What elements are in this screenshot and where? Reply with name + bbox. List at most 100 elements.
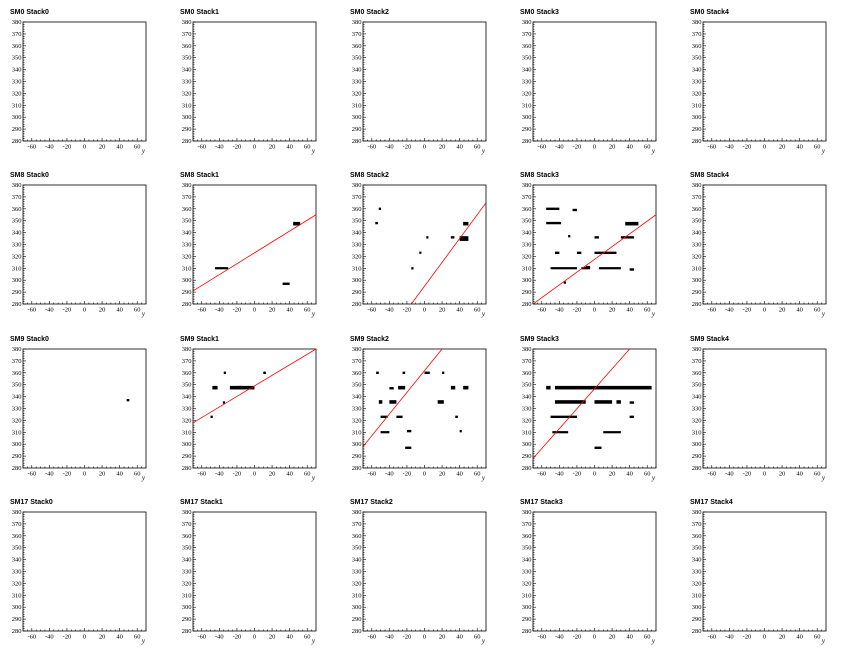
pad-r0-c1: SM0 Stack1 280 290 300 310 320 330 340 350 360 370… (180, 9, 317, 155)
y-tick-label: 370 (522, 521, 532, 528)
hit-cluster (581, 267, 591, 270)
y-tick-label: 370 (182, 358, 192, 365)
x-tick-label: 0 (83, 307, 86, 314)
y-tick-label: 380 (522, 509, 532, 516)
y-tick-label: 310 (12, 102, 22, 109)
y-tick-label: 330 (692, 79, 702, 86)
y-tick-label: 380 (12, 19, 22, 26)
hit-cluster (463, 221, 469, 226)
x-axis-label: y (311, 310, 316, 318)
x-tick-label: 60 (814, 634, 821, 641)
hit-cluster (546, 221, 562, 225)
x-tick-label: 60 (304, 307, 311, 314)
y-tick-label: 280 (182, 138, 192, 145)
x-tick-label: 20 (269, 307, 276, 314)
hit-cluster (405, 446, 412, 449)
y-tick-label: 370 (352, 521, 362, 528)
y-tick-label: 320 (522, 90, 532, 97)
x-tick-label: 0 (423, 634, 426, 641)
pad-title: SM17 Stack1 (180, 499, 223, 506)
y-tick-label: 350 (522, 218, 532, 225)
x-tick-label: 0 (763, 307, 766, 314)
y-tick-label: 340 (352, 230, 362, 237)
y-tick-label: 330 (522, 569, 532, 576)
hit-cluster (222, 401, 226, 404)
x-tick-label: 40 (626, 307, 633, 314)
hit-cluster (594, 400, 613, 404)
x-tick-label: 60 (644, 634, 651, 641)
x-tick-label: -20 (233, 144, 242, 151)
x-tick-label: -20 (403, 307, 412, 314)
x-tick-label: -40 (725, 307, 734, 314)
x-axis-label: y (481, 474, 486, 482)
hit-cluster (450, 236, 455, 239)
x-tick-label: 0 (593, 307, 596, 314)
y-tick-label: 300 (12, 277, 22, 284)
x-tick-label: -60 (707, 144, 716, 151)
x-tick-label: -20 (233, 634, 242, 641)
y-tick-label: 310 (522, 265, 532, 272)
x-tick-label: -40 (385, 471, 394, 478)
y-tick-label: 300 (522, 114, 532, 121)
x-tick-label: 0 (253, 144, 256, 151)
y-tick-label: 320 (12, 90, 22, 97)
x-tick-label: 20 (99, 307, 106, 314)
y-tick-label: 320 (352, 253, 362, 260)
x-axis-label: y (651, 147, 656, 155)
y-tick-label: 330 (12, 242, 22, 249)
y-tick-label: 300 (12, 441, 22, 448)
x-tick-label: 60 (644, 307, 651, 314)
plot-frame (192, 348, 317, 469)
y-tick-label: 380 (692, 182, 702, 189)
hit-cluster (406, 429, 412, 433)
hit-cluster (459, 429, 462, 433)
x-tick-label: -60 (197, 307, 206, 314)
plot-frame (362, 184, 487, 305)
x-tick-label: 0 (423, 471, 426, 478)
x-tick-label: 40 (796, 471, 803, 478)
x-tick-label: 40 (456, 471, 463, 478)
y-tick-label: 290 (182, 453, 192, 460)
hit-cluster (238, 385, 255, 390)
y-tick-label: 370 (522, 194, 532, 201)
hit-cluster (442, 371, 445, 374)
y-tick-label: 370 (692, 521, 702, 528)
hit-cluster (212, 385, 218, 390)
y-tick-label: 320 (352, 90, 362, 97)
x-tick-label: -40 (215, 144, 224, 151)
pad-r3-c4: SM17 Stack4 280 290 300 310 320 330 340 350 360 37… (690, 499, 827, 645)
pad-title: SM17 Stack4 (690, 499, 733, 506)
x-tick-label: -40 (45, 634, 54, 641)
y-tick-label: 340 (522, 230, 532, 237)
y-tick-label: 360 (182, 43, 192, 50)
y-tick-label: 360 (522, 533, 532, 540)
y-tick-label: 380 (182, 182, 192, 189)
x-tick-label: 20 (439, 144, 446, 151)
y-tick-label: 380 (692, 346, 702, 353)
plot-frame (362, 348, 487, 469)
y-tick-label: 310 (12, 265, 22, 272)
x-tick-label: -20 (63, 307, 72, 314)
y-tick-label: 360 (12, 370, 22, 377)
y-tick-label: 310 (692, 265, 702, 272)
hit-cluster (402, 371, 406, 374)
x-tick-label: 40 (626, 144, 633, 151)
y-tick-label: 360 (692, 43, 702, 50)
pad-title: SM0 Stack2 (350, 9, 389, 16)
y-tick-label: 380 (522, 19, 532, 26)
x-tick-label: -40 (725, 471, 734, 478)
hit-cluster (450, 385, 456, 390)
y-tick-label: 280 (182, 301, 192, 308)
y-tick-label: 310 (692, 429, 702, 436)
x-tick-label: 60 (304, 634, 311, 641)
x-tick-label: 0 (423, 144, 426, 151)
hit-cluster (376, 371, 379, 374)
pad-r0-c3: SM0 Stack3 280 290 300 310 320 330 340 350 360 370… (520, 9, 657, 155)
y-tick-label: 360 (12, 206, 22, 213)
y-tick-label: 290 (352, 616, 362, 623)
pad-title: SM8 Stack3 (520, 172, 559, 179)
y-tick-label: 290 (182, 126, 192, 133)
y-tick-label: 340 (12, 67, 22, 74)
hit-cluster (375, 221, 378, 225)
x-tick-label: 60 (134, 144, 141, 151)
